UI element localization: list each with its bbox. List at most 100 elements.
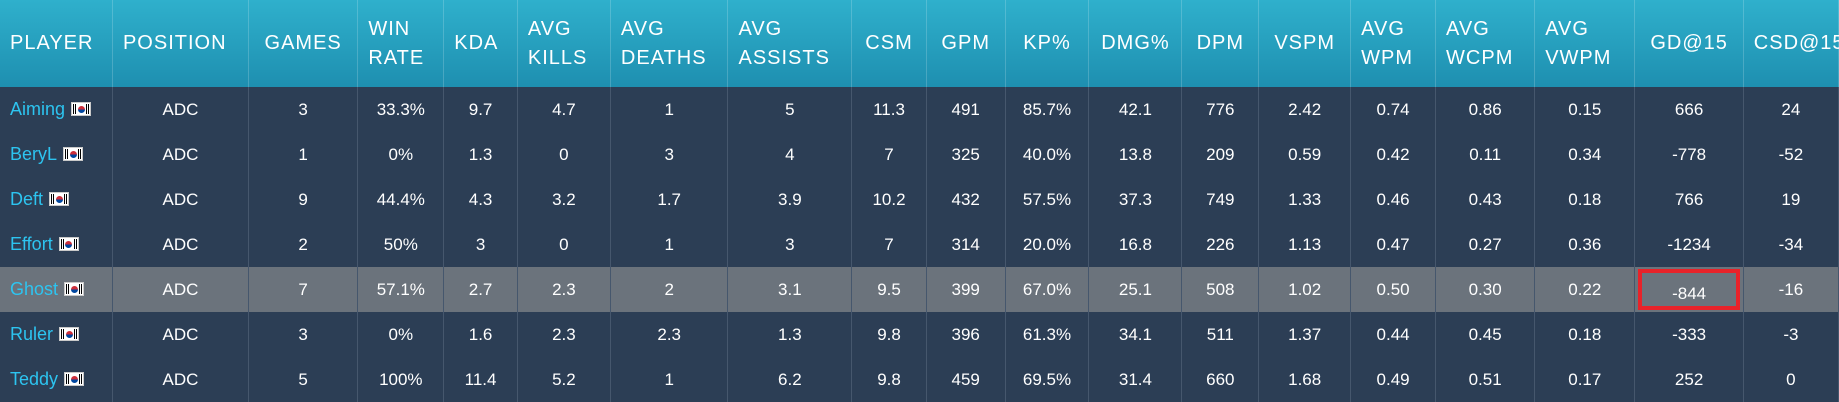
cell-avg-deaths: 1 [610, 87, 729, 132]
cell-games: 1 [248, 132, 359, 177]
cell-win-rate: 57.1% [357, 267, 445, 312]
table-row[interactable]: Effort ADC 2 50% 3 0 1 3 7 314 20.0% 16.8 226 1.13 0.4… [0, 222, 1839, 267]
column-header-player[interactable]: PLAYER [0, 0, 113, 87]
table-body: Aiming ADC 3 33.3% 9.7 4.7 1 5 11.3 491 85.7% 42.1 7… [0, 87, 1839, 402]
cell-kp: 40.0% [1005, 132, 1090, 177]
cell-csm: 11.3 [851, 87, 927, 132]
cell-csd15: -3 [1743, 312, 1839, 357]
cell-dmg: 34.1 [1088, 312, 1183, 357]
cell-avg-wpm: 0.50 [1350, 267, 1437, 312]
cell-avg-kills: 5.2 [517, 357, 611, 402]
cell-win-rate: 33.3% [357, 87, 445, 132]
player-cell: Deft [0, 177, 113, 222]
cell-avg-deaths: 1 [610, 357, 729, 402]
cell-csm: 9.8 [851, 357, 927, 402]
cell-gpm: 325 [926, 132, 1006, 177]
cell-avg-deaths: 2 [610, 267, 729, 312]
cell-kda: 1.6 [443, 312, 518, 357]
table-row[interactable]: BeryL ADC 1 0% 1.3 0 3 4 7 325 40.0% 13.8 209 0.59 0.4… [0, 132, 1839, 177]
kr-flag-icon [63, 147, 84, 161]
cell-win-rate: 0% [357, 312, 445, 357]
kr-flag-icon [58, 237, 79, 251]
cell-dmg: 13.8 [1088, 132, 1183, 177]
cell-kp: 20.0% [1005, 222, 1090, 267]
column-header-avg-vwpm[interactable]: AVG VWPM [1534, 0, 1636, 87]
cell-vspm: 1.13 [1258, 222, 1352, 267]
column-header-kda[interactable]: KDA [443, 0, 518, 87]
cell-csd15: -16 [1743, 267, 1839, 312]
cell-avg-assists: 6.2 [727, 357, 853, 402]
table-row[interactable]: Teddy ADC 5 100% 11.4 5.2 1 6.2 9.8 459 69.5% 31.4 6… [0, 357, 1839, 402]
player-name-link[interactable]: Ghost [10, 279, 59, 299]
cell-dmg: 31.4 [1088, 357, 1183, 402]
cell-gd15: -333 [1634, 312, 1744, 357]
kr-flag-icon [59, 327, 80, 341]
cell-gpm: 314 [926, 222, 1006, 267]
column-header-dpm[interactable]: DPM [1181, 0, 1260, 87]
cell-vspm: 1.33 [1258, 177, 1352, 222]
table-row[interactable]: Ruler ADC 3 0% 1.6 2.3 2.3 1.3 9.8 396 61.3% 34.1 51… [0, 312, 1839, 357]
cell-gd15: -844 [1634, 267, 1744, 312]
cell-avg-wpm: 0.47 [1350, 222, 1437, 267]
cell-games: 2 [248, 222, 359, 267]
cell-vspm: 1.02 [1258, 267, 1352, 312]
cell-kda: 3 [443, 222, 518, 267]
column-header-gd15[interactable]: GD@15 [1634, 0, 1744, 87]
cell-kp: 57.5% [1005, 177, 1090, 222]
column-header-avg-wpm[interactable]: AVG WPM [1350, 0, 1437, 87]
cell-avg-wcpm: 0.30 [1435, 267, 1536, 312]
cell-win-rate: 50% [357, 222, 445, 267]
player-cell: BeryL [0, 132, 113, 177]
cell-win-rate: 44.4% [357, 177, 445, 222]
cell-csm: 7 [851, 132, 927, 177]
cell-avg-wcpm: 0.43 [1435, 177, 1536, 222]
cell-csm: 7 [851, 222, 927, 267]
player-name-link[interactable]: Ruler [10, 324, 54, 344]
column-header-avg-deaths[interactable]: AVG DEATHS [610, 0, 729, 87]
cell-kp: 85.7% [1005, 87, 1090, 132]
cell-dpm: 749 [1181, 177, 1260, 222]
kr-flag-icon [64, 282, 85, 296]
column-header-csm[interactable]: CSM [851, 0, 927, 87]
player-name-link[interactable]: Teddy [10, 369, 59, 389]
cell-csm: 9.5 [851, 267, 927, 312]
column-header-dmg[interactable]: DMG% [1088, 0, 1183, 87]
kr-flag-icon [64, 372, 85, 386]
cell-avg-kills: 3.2 [517, 177, 611, 222]
column-header-games[interactable]: GAMES [248, 0, 359, 87]
cell-avg-assists: 3.1 [727, 267, 853, 312]
cell-avg-wcpm: 0.11 [1435, 132, 1536, 177]
cell-dpm: 226 [1181, 222, 1260, 267]
column-header-position[interactable]: POSITION [112, 0, 249, 87]
column-header-win-rate[interactable]: WIN RATE [357, 0, 445, 87]
player-name-link[interactable]: BeryL [10, 144, 58, 164]
cell-gpm: 459 [926, 357, 1006, 402]
cell-position: ADC [112, 312, 249, 357]
table-row[interactable]: Deft ADC 9 44.4% 4.3 3.2 1.7 3.9 10.2 432 57.5% 37.… [0, 177, 1839, 222]
player-name-link[interactable]: Aiming [10, 99, 66, 119]
cell-avg-deaths: 1.7 [610, 177, 729, 222]
column-header-gpm[interactable]: GPM [926, 0, 1006, 87]
cell-csd15: -52 [1743, 132, 1839, 177]
column-header-vspm[interactable]: VSPM [1258, 0, 1352, 87]
column-header-avg-kills[interactable]: AVG KILLS [517, 0, 611, 87]
player-name-link[interactable]: Deft [10, 189, 44, 209]
column-header-kp[interactable]: KP% [1005, 0, 1090, 87]
cell-gpm: 432 [926, 177, 1006, 222]
cell-avg-wcpm: 0.86 [1435, 87, 1536, 132]
cell-win-rate: 100% [357, 357, 445, 402]
cell-position: ADC [112, 267, 249, 312]
cell-avg-kills: 4.7 [517, 87, 611, 132]
cell-games: 3 [248, 312, 359, 357]
player-name-link[interactable]: Effort [10, 234, 53, 254]
table-row[interactable]: Aiming ADC 3 33.3% 9.7 4.7 1 5 11.3 491 85.7% 42.1 7… [0, 87, 1839, 132]
column-header-csd15[interactable]: CSD@15 [1743, 0, 1839, 87]
cell-avg-vwpm: 0.15 [1534, 87, 1636, 132]
player-cell: Aiming [0, 87, 113, 132]
cell-avg-wpm: 0.74 [1350, 87, 1437, 132]
column-header-avg-wcpm[interactable]: AVG WCPM [1435, 0, 1536, 87]
column-header-avg-assists[interactable]: AVG ASSISTS [727, 0, 853, 87]
cell-vspm: 2.42 [1258, 87, 1352, 132]
cell-avg-assists: 3.9 [727, 177, 853, 222]
table-row[interactable]: Ghost ADC 7 57.1% 2.7 2.3 2 3.1 9.5 399 67.0% 25.1 5… [0, 267, 1839, 312]
